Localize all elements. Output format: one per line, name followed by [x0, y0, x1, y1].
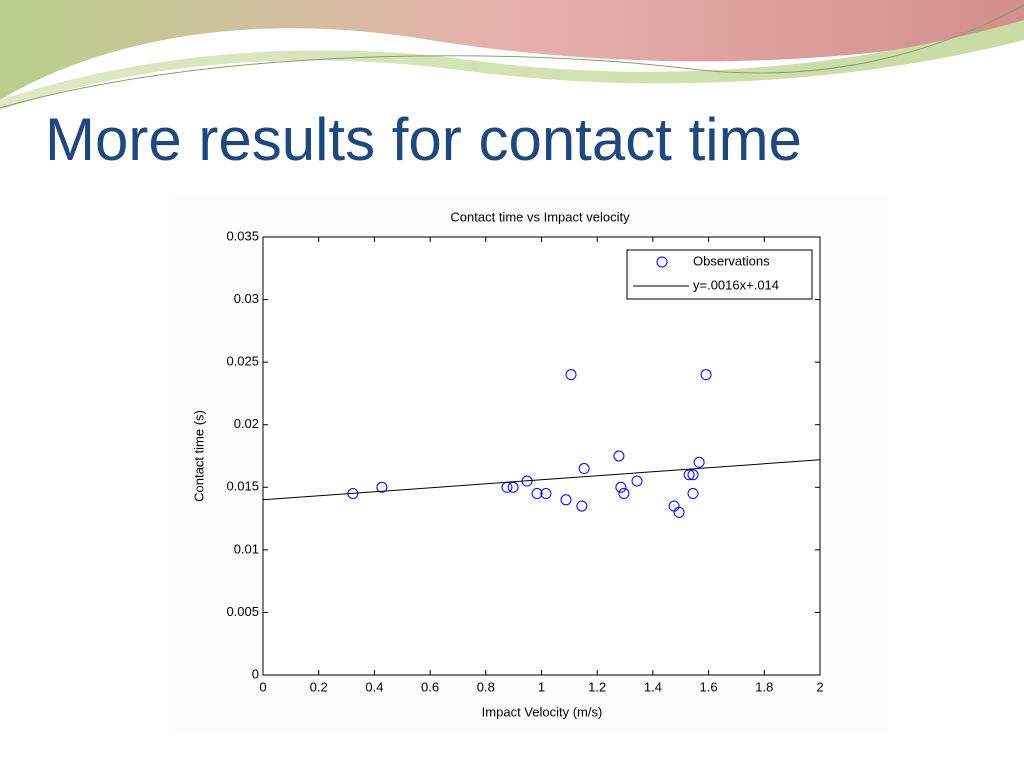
point [578, 463, 590, 475]
y-tick-label: 0 [252, 666, 259, 681]
chart: Contact time vs Impact velocity Impact V… [172, 195, 888, 735]
y-tick-label: 0.005 [226, 604, 259, 619]
x-tick-label: 0.6 [421, 679, 439, 694]
point [540, 488, 552, 500]
plot-area [262, 236, 821, 676]
x-tick-label: 1.8 [755, 679, 773, 694]
point [565, 369, 577, 381]
x-tick-label: 1 [538, 679, 545, 694]
x-tick-label: 0.4 [365, 679, 383, 694]
slide-title: More results for contact time [45, 106, 802, 173]
x-tick-label: 1.6 [700, 679, 718, 694]
point [687, 488, 699, 500]
decoration [0, 0, 1024, 110]
point [673, 506, 685, 518]
y-tick-label: 0.035 [226, 228, 259, 243]
point [576, 500, 588, 512]
y-tick-label: 0.03 [234, 291, 259, 306]
y-tick-label: 0.025 [226, 354, 259, 369]
point [693, 456, 705, 468]
legend [626, 249, 813, 300]
point [613, 450, 625, 462]
point [631, 475, 643, 487]
y-tick-label: 0.01 [234, 541, 259, 556]
x-axis-label: Impact Velocity (m/s) [482, 704, 603, 719]
x-tick-label: 0.2 [310, 679, 328, 694]
y-axis-label: Contact time (s) [191, 410, 206, 502]
x-tick-label: 1.2 [588, 679, 606, 694]
point [700, 369, 712, 381]
fit-line [262, 459, 821, 501]
chart-title: Contact time vs Impact velocity [450, 209, 630, 224]
point [687, 469, 699, 481]
x-tick-label: 2 [816, 679, 823, 694]
x-tick-label: 0 [259, 679, 266, 694]
y-tick-label: 0.015 [226, 479, 259, 494]
x-tick-label: 1.4 [644, 679, 662, 694]
x-tick-label: 0.8 [477, 679, 495, 694]
legend-marker [656, 256, 668, 268]
y-tick-label: 0.02 [234, 416, 259, 431]
point [615, 481, 627, 493]
point [376, 481, 388, 493]
legend-label: y=.0016x+.014 [693, 277, 779, 292]
point [560, 494, 572, 506]
legend-label: Observations [693, 253, 770, 268]
point [531, 488, 543, 500]
point [683, 469, 695, 481]
point [618, 488, 630, 500]
